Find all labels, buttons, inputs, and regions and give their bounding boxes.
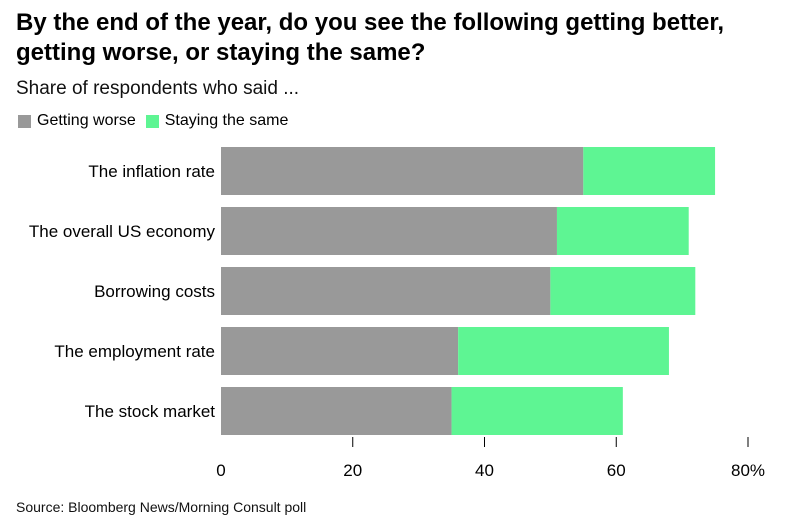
- category-label-the-overall-us-economy: The overall US economy: [29, 222, 216, 241]
- bar-the-employment-rate-getting-worse: [221, 327, 459, 375]
- legend-item-getting-worse: Getting worse: [18, 111, 136, 131]
- legend-label-staying-the-same: Staying the same: [164, 112, 289, 129]
- chart-title: By the end of the year, do you see the f…: [16, 9, 725, 66]
- x-tick-label-40: 40: [475, 461, 494, 480]
- category-label-borrowing-costs: Borrowing costs: [94, 282, 215, 301]
- category-label-the-stock-market: The stock market: [85, 402, 216, 421]
- chart-source: Source: Bloomberg News/Morning Consult p…: [16, 499, 307, 515]
- bar-the-inflation-rate-staying-the-same: [583, 147, 716, 195]
- category-label-the-employment-rate: The employment rate: [54, 342, 215, 361]
- x-tick-label-80: 80%: [731, 461, 765, 480]
- bar-the-inflation-rate-getting-worse: [221, 147, 584, 195]
- chart-subtitle: Share of respondents who said ...: [16, 78, 300, 99]
- legend-item-staying-the-same: Staying the same: [145, 111, 289, 131]
- bar-borrowing-costs-getting-worse: [221, 267, 551, 315]
- bar-the-overall-us-economy-getting-worse: [221, 207, 557, 255]
- bar-the-stock-market-getting-worse: [221, 387, 452, 435]
- category-label-the-inflation-rate: The inflation rate: [88, 162, 215, 181]
- bar-the-overall-us-economy-staying-the-same: [556, 207, 689, 255]
- x-tick-label-20: 20: [343, 461, 362, 480]
- bar-borrowing-costs-staying-the-same: [550, 267, 696, 315]
- legend-swatch-staying-the-same: [145, 114, 159, 128]
- bar-the-stock-market-staying-the-same: [451, 387, 623, 435]
- x-tick-label-0: 0: [216, 461, 225, 480]
- bar-the-employment-rate-staying-the-same: [458, 327, 669, 375]
- legend: Getting worse Staying the same: [18, 111, 298, 131]
- legend-swatch-getting-worse: [18, 114, 31, 128]
- x-tick-label-60: 60: [607, 461, 626, 480]
- legend-label-getting-worse: Getting worse: [37, 112, 136, 129]
